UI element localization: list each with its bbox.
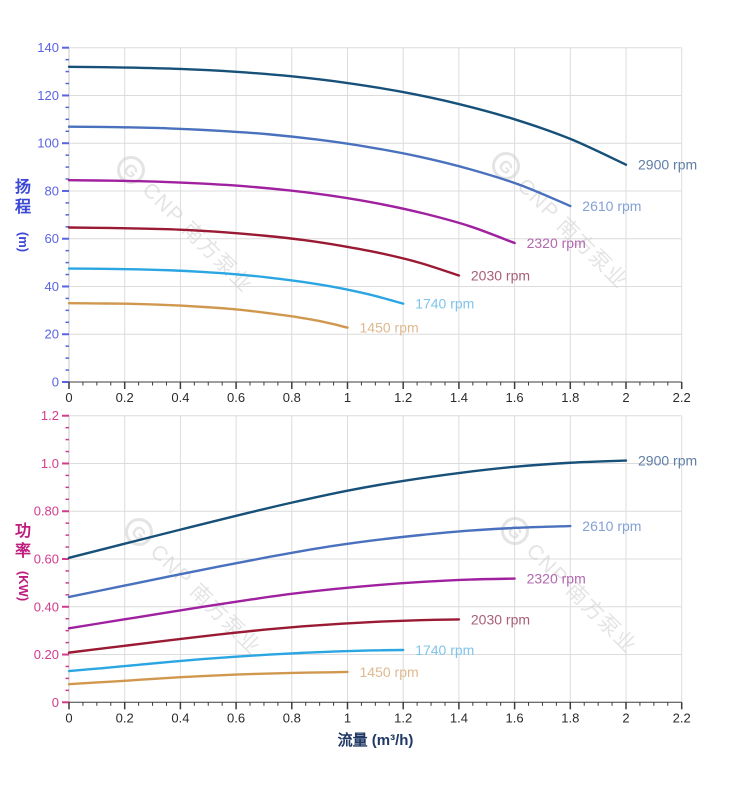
power-axis-title-char1: 功: [14, 523, 31, 540]
rpm-label-2900: 2900 rpm: [638, 453, 697, 469]
y-tick-label: 140: [37, 40, 59, 55]
x-tick-label: 2.2: [673, 710, 691, 725]
x-tick-label: 0.8: [283, 710, 301, 725]
curve-1450rpm: [67, 301, 349, 329]
x-tick-label: 1.6: [506, 390, 524, 405]
x-tick-label: 0.4: [171, 390, 189, 405]
x-tick-label: 0: [65, 390, 72, 405]
y-tick-label: 100: [37, 136, 59, 151]
y-tick-label: 120: [37, 88, 59, 103]
curve-2030rpm: [67, 226, 461, 277]
cnp-watermark-text: CNP 南方泵业: [138, 178, 257, 297]
curve-2610rpm: [67, 125, 572, 208]
flow-axis-title: 流量 (m³/h): [337, 732, 414, 749]
y-tick-label: 60: [45, 231, 59, 246]
rpm-label-1450: 1450 rpm: [360, 664, 419, 680]
rpm-label-2030: 2030 rpm: [471, 267, 530, 283]
x-tick-label: 0.6: [227, 390, 245, 405]
curve-2900rpm: [67, 65, 628, 166]
y-tick-label: 0: [52, 695, 59, 710]
x-tick-label: 1.2: [394, 710, 412, 725]
y-tick-label: 20: [45, 327, 59, 342]
x-tick-label: 0.8: [283, 390, 301, 405]
power-axis-title: 功 率 (KW): [6, 522, 40, 601]
y-tick-label: 40: [45, 279, 59, 294]
rpm-label-2320: 2320 rpm: [527, 571, 586, 587]
head-axis-title: 扬 程 (m): [6, 178, 40, 252]
x-tick-label: 0.6: [227, 710, 245, 725]
x-tick-label: 1: [344, 710, 351, 725]
x-tick-label: 1.2: [394, 390, 412, 405]
rpm-label-1450: 1450 rpm: [360, 320, 419, 336]
cnp-watermark-text: CNP 南方泵业: [522, 539, 641, 658]
rpm-label-2030: 2030 rpm: [471, 611, 530, 627]
y-tick-label: 0.80: [34, 504, 59, 519]
rpm-label-2610: 2610 rpm: [582, 518, 641, 534]
curve-1450rpm: [67, 670, 349, 686]
rpm-label-2320: 2320 rpm: [527, 235, 586, 251]
x-tick-label: 1: [344, 390, 351, 405]
x-tick-label: 0.2: [116, 390, 134, 405]
curve-1740rpm: [67, 648, 405, 673]
x-tick-label: 0.4: [171, 710, 189, 725]
cnp-watermark-text: CNP 南方泵业: [513, 174, 632, 293]
x-axis: 0 0.2 0.4 0.6 0.8 1 1.2 1.4 1.6 1.8 2 2.2: [65, 701, 691, 725]
x-tick-label: 2: [622, 390, 629, 405]
rpm-label-2900: 2900 rpm: [638, 157, 697, 173]
rpm-label-1740: 1740 rpm: [415, 642, 474, 658]
x-tick-label: 1.6: [506, 710, 524, 725]
curve-2900rpm: [67, 459, 628, 560]
y-axis: 0 0.20 0.40 0.60 0.80 1.0 1.2: [34, 408, 70, 710]
x-tick-label: 1.4: [450, 390, 468, 405]
x-tick-label: 1.8: [561, 390, 579, 405]
y-tick-label: 1.0: [41, 456, 59, 471]
x-tick-label: 2.2: [673, 390, 691, 405]
head-axis-title-char1: 扬: [14, 179, 31, 196]
x-tick-label: 1.4: [450, 710, 468, 725]
power-axis-title-char2: 率: [14, 543, 31, 560]
y-tick-label: 0: [52, 375, 59, 390]
curve-1740rpm: [67, 267, 405, 305]
curve-2030rpm: [67, 618, 461, 654]
curve-2320rpm: [67, 577, 516, 630]
y-tick-label: 0.40: [34, 599, 59, 614]
rpm-label-1740: 1740 rpm: [415, 296, 474, 312]
y-tick-label: 80: [45, 183, 59, 198]
x-tick-label: 1.8: [561, 710, 579, 725]
x-axis: 0 0.2 0.4 0.6 0.8 1 1.2 1.4 1.6 1.8 2 2.2: [65, 381, 691, 405]
x-tick-label: 0.2: [116, 710, 134, 725]
curve-2610rpm: [67, 524, 572, 599]
power-axis-unit: (KW): [15, 570, 31, 602]
head-axis-title-char2: 程: [14, 199, 31, 216]
grid: [69, 47, 683, 382]
rpm-label-2610: 2610 rpm: [582, 198, 641, 214]
y-tick-label: 1.2: [41, 408, 59, 423]
y-tick-label: 0.60: [34, 552, 59, 567]
curve-2320rpm: [67, 179, 516, 245]
x-tick-label: 0: [65, 710, 72, 725]
y-tick-label: 0.20: [34, 647, 59, 662]
x-tick-label: 2: [622, 710, 629, 725]
y-axis: 0 20 40 60 80 100 120 140: [37, 40, 70, 390]
head-axis-unit: (m): [16, 231, 31, 253]
